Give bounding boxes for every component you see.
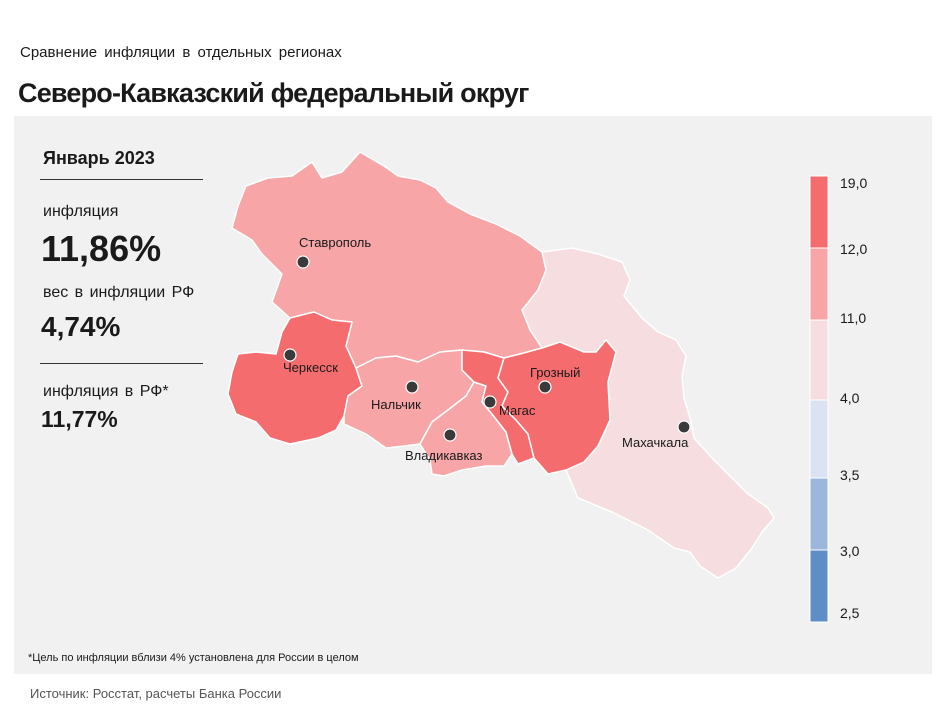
legend-swatch — [809, 549, 829, 623]
city-marker[interactable]: Черкесск — [283, 348, 338, 375]
inflation-label: инфляция — [43, 203, 119, 220]
city-label: Черкесск — [283, 360, 338, 375]
city-label: Владикавказ — [405, 448, 483, 463]
legend-swatch — [809, 477, 829, 551]
city-dot[interactable] — [538, 380, 552, 394]
city-dot[interactable] — [483, 395, 497, 409]
city-label: Махачкала — [622, 435, 689, 450]
legend-tick: 3,5 — [840, 467, 860, 483]
city-marker[interactable]: Ставрополь — [296, 235, 371, 269]
city-label: Грозный — [530, 365, 580, 380]
legend-swatch — [809, 399, 829, 479]
divider — [40, 363, 203, 364]
legend: 19,0 12,0 11,0 4,0 3,5 3,0 2,5 — [809, 175, 867, 623]
city-marker[interactable]: Владикавказ — [405, 428, 483, 463]
city-dot[interactable] — [405, 380, 419, 394]
legend-swatch — [809, 247, 829, 321]
legend-swatch — [809, 175, 829, 249]
legend-tick: 2,5 — [840, 605, 860, 621]
rf-inflation-value: 11,77% — [41, 406, 118, 432]
period-label: Январь 2023 — [43, 148, 155, 168]
legend-tick: 12,0 — [840, 241, 867, 257]
region-chechnya[interactable] — [497, 339, 617, 475]
weight-value: 4,74% — [41, 311, 121, 342]
subtitle: Сравнение инфляции в отдельных регионах — [20, 44, 342, 61]
city-label: Нальчик — [371, 397, 421, 412]
city-marker[interactable]: Магас — [483, 395, 536, 418]
legend-tick: 11,0 — [840, 310, 866, 326]
city-label: Магас — [499, 403, 536, 418]
region-stavropol[interactable] — [231, 151, 547, 369]
legend-tick: 4,0 — [840, 390, 860, 406]
divider — [40, 179, 203, 180]
weight-label: вес в инфляции РФ — [43, 284, 195, 301]
rf-inflation-label: инфляция в РФ* — [43, 383, 169, 400]
legend-tick: 3,0 — [840, 543, 860, 559]
city-dot[interactable] — [677, 420, 691, 434]
city-label: Ставрополь — [299, 235, 371, 250]
city-dot[interactable] — [283, 348, 297, 362]
city-dot[interactable] — [296, 255, 310, 269]
city-marker[interactable]: Махачкала — [622, 420, 691, 450]
region-karachay-cherkessia[interactable] — [227, 311, 363, 445]
inflation-value: 11,86% — [41, 228, 162, 269]
legend-swatch — [809, 319, 829, 401]
footnote: *Цель по инфляции вблизи 4% установлена … — [28, 652, 359, 664]
city-marker[interactable]: Нальчик — [371, 380, 421, 412]
source-note: Источник: Росстат, расчеты Банка России — [30, 686, 282, 701]
legend-tick: 19,0 — [840, 175, 867, 191]
city-dot[interactable] — [443, 428, 457, 442]
page-title: Северо-Кавказский федеральный округ — [18, 78, 529, 108]
city-marker[interactable]: Грозный — [530, 365, 580, 394]
